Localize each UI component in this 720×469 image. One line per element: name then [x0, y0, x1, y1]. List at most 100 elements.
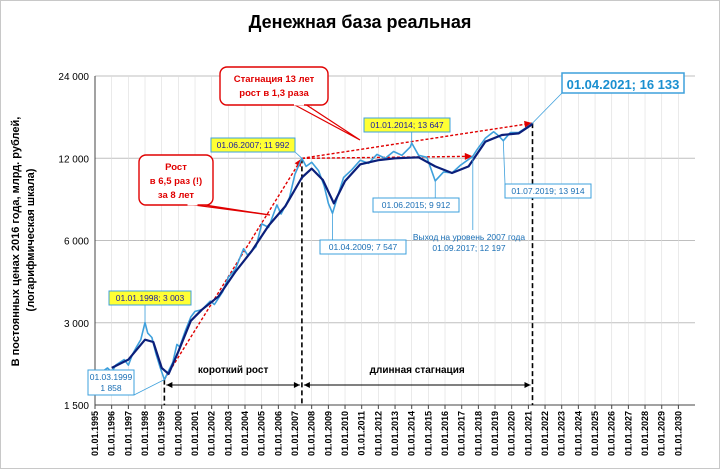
x-tick-label-28: 01.01.2023	[557, 411, 567, 456]
x-tick-label-15: 01.01.2010	[340, 411, 350, 456]
annotation-text-2017-0: Выход на уровень 2007 года	[413, 232, 526, 242]
annotation-text-2009-0: 01.04.2009; 7 547	[329, 242, 398, 252]
annotation-leader-2021	[532, 92, 563, 124]
period-label-0: короткий рост	[198, 365, 269, 376]
annotation-box-1999	[87, 369, 135, 396]
x-tick-label-22: 01.01.2017	[457, 411, 467, 456]
annotation-1998: 01.01.1998; 3 003	[108, 290, 192, 323]
callout-box-growth	[138, 154, 214, 206]
x-tick-label-9: 01.01.2004	[240, 411, 250, 456]
vertical-markers: короткий рост длинная стагнация	[163, 123, 534, 405]
annotation-2021: 01.04.2021; 16 133	[532, 72, 685, 124]
x-tick-label-8: 01.01.2003	[223, 411, 233, 456]
x-tick-label-6: 01.01.2001	[190, 411, 200, 456]
annotation-box-2021	[561, 72, 685, 94]
annotation-2019: 01.07.2019; 13 914	[502, 140, 592, 199]
annotation-text-1999-0: 01.03.1999	[90, 372, 133, 382]
x-tick-label-35: 01.01.2030	[673, 411, 683, 456]
x-tick-label-29: 01.01.2024	[573, 411, 583, 456]
chart-title: Денежная база реальная	[249, 12, 472, 32]
annotation-box-2009	[319, 239, 407, 255]
callout-growth: Рост в 6,5 раз (!) за 8 лет	[138, 154, 271, 216]
x-tick-label-19: 01.01.2014	[407, 411, 417, 456]
period-arrowhead-right-0	[293, 382, 300, 388]
x-tick-label-3: 01.01.1998	[140, 411, 150, 456]
callout-text-stagnation-1: рост в 1,3 раза	[239, 88, 309, 99]
callout-text-growth-2: за 8 лет	[158, 190, 195, 201]
x-tick-label-20: 01.01.2015	[423, 411, 433, 456]
x-tick-label-16: 01.01.2011	[357, 411, 367, 456]
annotation-text-1998-0: 01.01.1998; 3 003	[116, 293, 185, 303]
x-tick-label-31: 01.01.2026	[607, 411, 617, 456]
x-tick-label-5: 01.01.2000	[173, 411, 183, 456]
callout-box-stagnation	[219, 66, 329, 106]
annotation-text-2007-0: 01.06.2007; 11 992	[217, 140, 290, 150]
trend-line-growth	[163, 157, 303, 380]
callout-stagnation: Стагнация 13 лет рост в 1,3 раза	[219, 66, 361, 141]
trend-arrowhead-stagnation	[524, 120, 533, 128]
y-axis-label-line-2: (логарифмическая шкала)	[25, 168, 37, 311]
y-tick-label-1: 3 000	[64, 319, 89, 330]
annotation-text-2021-0: 01.04.2021; 16 133	[567, 77, 680, 92]
x-tick-label-33: 01.01.2028	[640, 411, 650, 456]
axes: 1 500 3 000 6 000 12 000 24 000 01.01.1995 01.…	[58, 72, 695, 456]
annotation-box-2014	[363, 117, 451, 133]
y-tick-label-4: 24 000	[58, 72, 89, 83]
x-tick-label-13: 01.01.2008	[307, 411, 317, 456]
x-tick-label-25: 01.01.2020	[507, 411, 517, 456]
x-tick-label-21: 01.01.2016	[440, 411, 450, 456]
callout-joint-stagnation	[294, 102, 304, 106]
x-tick-label-14: 01.01.2009	[323, 411, 333, 456]
x-tick-label-32: 01.01.2027	[623, 411, 633, 456]
x-tick-label-18: 01.01.2013	[390, 411, 400, 456]
period-arrowhead-left-0	[166, 382, 173, 388]
annotation-2014: 01.01.2014; 13 647	[363, 117, 451, 143]
x-tick-label-12: 01.01.2007	[290, 411, 300, 456]
y-axis-label: В постоянных ценах 2016 года, млрд. рубл…	[10, 114, 37, 367]
annotation-box-1998	[108, 290, 192, 306]
annotation-text-2019-0: 01.07.2019; 13 914	[511, 186, 585, 196]
x-tick-label-30: 01.01.2025	[590, 411, 600, 456]
series-line-smoothed	[111, 123, 534, 375]
series	[102, 122, 534, 381]
annotation-2007: 01.06.2007; 11 992	[210, 137, 303, 159]
period-arrowhead-right-1	[524, 382, 531, 388]
x-tick-label-11: 01.01.2006	[273, 411, 283, 456]
y-tick-label-2: 6 000	[64, 237, 89, 248]
annotation-box-2007	[210, 137, 296, 153]
period-arrowhead-left-1	[303, 382, 310, 388]
annotation-2009: 01.04.2009; 7 547	[319, 213, 407, 255]
x-tick-label-4: 01.01.1999	[157, 411, 167, 456]
x-tick-label-23: 01.01.2018	[473, 411, 483, 456]
annotation-leader-2019	[502, 140, 506, 185]
callout-text-stagnation-0: Стагнация 13 лет	[234, 74, 315, 85]
annotation-text-2015-0: 01.06.2015; 9 912	[382, 200, 451, 210]
x-tick-label-26: 01.01.2021	[523, 411, 533, 456]
x-tick-label-7: 01.01.2002	[207, 411, 217, 456]
annotation-text-1999-1: 1 858	[100, 383, 122, 393]
callout-pointer-stagnation	[292, 103, 361, 141]
y-tick-label-0: 1 500	[64, 401, 89, 412]
annotation-text-2017-1: 01.09.2017; 12 197	[432, 243, 506, 253]
x-tick-label-10: 01.01.2005	[257, 411, 267, 456]
annotation-2015: 01.06.2015; 9 912	[372, 180, 460, 213]
period-label-1: длинная стагнация	[370, 365, 465, 376]
x-tick-label-17: 01.01.2012	[373, 411, 383, 456]
callout-text-growth-0: Рост	[165, 162, 187, 173]
annotation-text-2014-0: 01.01.2014; 13 647	[370, 120, 444, 130]
annotation-leader-2007	[294, 151, 303, 159]
x-tick-label-2: 01.01.1997	[123, 411, 133, 456]
y-axis-label-line-1: В постоянных ценах 2016 года, млрд. рубл…	[10, 117, 22, 367]
annotation-leader-1999	[133, 379, 165, 396]
x-tick-label-24: 01.01.2019	[490, 411, 500, 456]
x-tick-label-34: 01.01.2029	[657, 411, 667, 456]
y-tick-label-3: 12 000	[58, 154, 89, 165]
callout-joint-growth	[187, 202, 198, 206]
x-tick-label-27: 01.01.2022	[540, 411, 550, 456]
callout-text-growth-1: в 6,5 раз (!)	[150, 176, 202, 187]
x-tick-label-1: 01.01.1996	[107, 411, 117, 456]
